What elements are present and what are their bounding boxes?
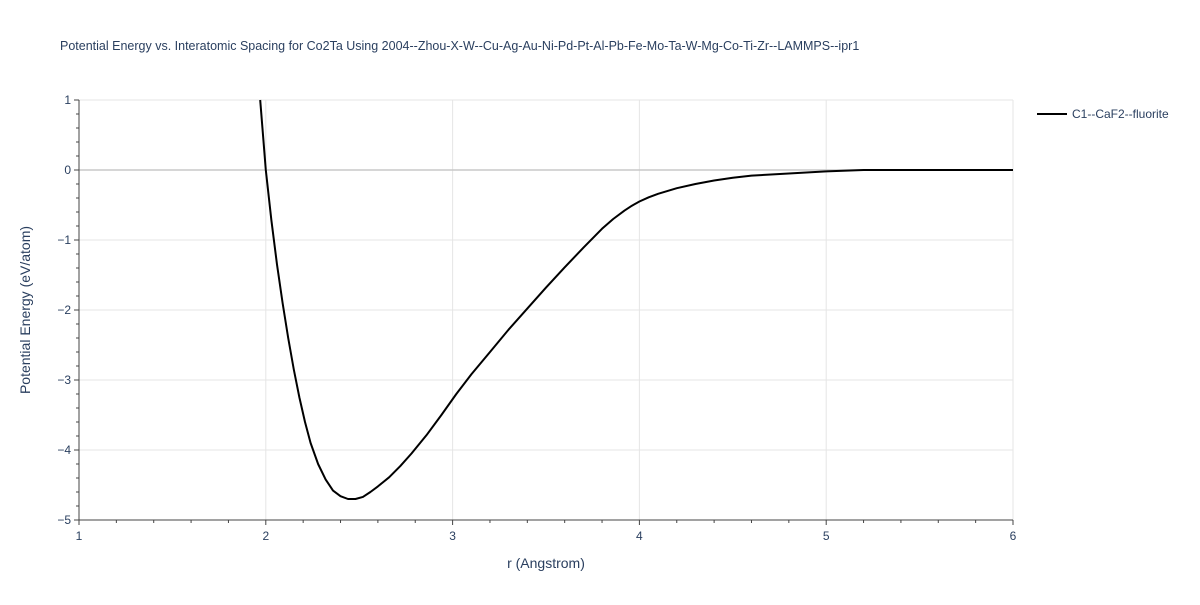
x-axis-label: r (Angstrom): [507, 555, 585, 571]
x-tick-label: 2: [262, 529, 269, 543]
y-axis-label: Potential Energy (eV/atom): [17, 226, 33, 394]
series-layer: [259, 99, 1013, 500]
legend-label: C1--CaF2--fluorite: [1072, 107, 1169, 121]
grid-layer: [79, 99, 1014, 520]
chart-title: Potential Energy vs. Interatomic Spacing…: [60, 39, 859, 53]
x-tick-label: 1: [76, 529, 83, 543]
x-tick-label: 6: [1010, 529, 1017, 543]
y-tick-label: 0: [64, 163, 71, 177]
x-tick-label: 3: [449, 529, 456, 543]
y-tick-label: −2: [57, 303, 71, 317]
series-line-0: [259, 99, 1013, 500]
x-tick-label: 5: [823, 529, 830, 543]
y-tick-label: 1: [64, 93, 71, 107]
axes-layer: 1 2 3 4 5 6 1 0 −1 −2 −3 −4 −5: [57, 93, 1016, 543]
y-tick-label: −5: [57, 513, 71, 527]
y-tick-label: −1: [57, 233, 71, 247]
legend[interactable]: C1--CaF2--fluorite: [1037, 107, 1169, 121]
y-tick-label: −4: [57, 443, 71, 457]
x-tick-label: 4: [636, 529, 643, 543]
y-tick-label: −3: [57, 373, 71, 387]
